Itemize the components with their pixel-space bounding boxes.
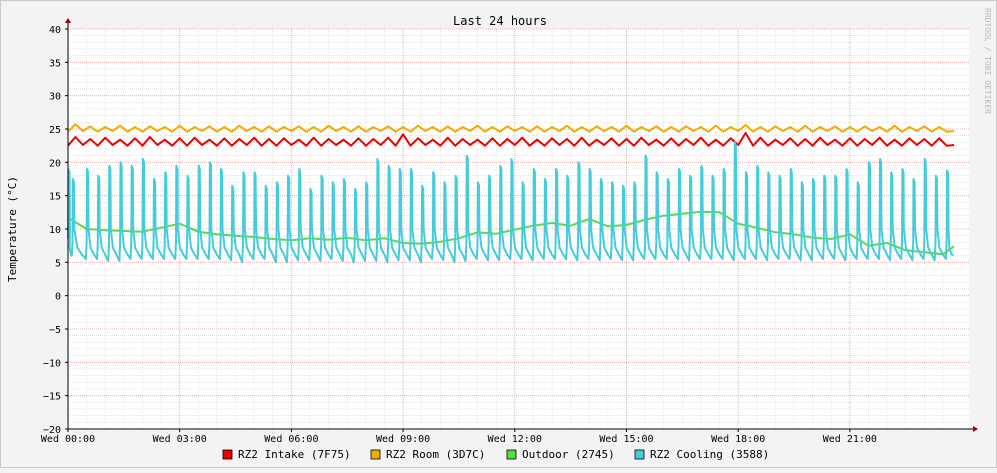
- legend-swatch: [222, 449, 233, 460]
- y-tick-label: 20: [49, 158, 61, 169]
- x-tick-label: Wed 03:00: [153, 434, 207, 445]
- y-tick-label: 35: [49, 58, 61, 69]
- x-tick-label: Wed 09:00: [376, 434, 430, 445]
- x-tick-label: Wed 18:00: [711, 434, 765, 445]
- legend-label: RZ2 Room (3D7C): [386, 448, 485, 461]
- x-tick-labels: Wed 00:00 Wed 03:00 Wed 06:00 Wed 09:00 Wed …: [41, 434, 877, 445]
- y-tick-label: −5: [49, 325, 61, 336]
- chart-title: Last 24 hours: [453, 14, 547, 28]
- legend-label: RZ2 Cooling (3588): [650, 448, 769, 461]
- x-tick-label: Wed 00:00: [41, 434, 95, 445]
- watermark: RRDTOOL / TOBI OETIKER: [983, 8, 992, 114]
- legend: RZ2 Intake (7F75) RZ2 Room (3D7C) Outdoor …: [222, 448, 769, 461]
- y-tick-label: 25: [49, 125, 61, 136]
- series-line-1: [67, 132, 955, 147]
- y-axis-arrow: [65, 18, 71, 23]
- x-tick-label: Wed 06:00: [264, 434, 318, 445]
- x-tick-label: Wed 15:00: [599, 434, 653, 445]
- y-axis-label: Temperature (°C): [6, 176, 19, 282]
- series-line-4: [67, 141, 954, 264]
- axes: [65, 18, 978, 432]
- x-tick-label: Wed 12:00: [488, 434, 542, 445]
- y-tick-label: −15: [43, 392, 61, 403]
- legend-swatch: [506, 449, 517, 460]
- series-layer: [67, 123, 955, 264]
- legend-swatch: [634, 449, 645, 460]
- legend-label: RZ2 Intake (7F75): [238, 448, 351, 461]
- legend-swatch: [370, 449, 381, 460]
- y-tick-label: 0: [55, 292, 61, 303]
- y-tick-labels: 40 35 30 25 20 15 10 5 0 −5 −10 −15 −20: [43, 25, 61, 436]
- legend-label: Outdoor (2745): [522, 448, 615, 461]
- y-tick-label: 10: [49, 225, 61, 236]
- series-line-2: [67, 123, 955, 133]
- x-axis-arrow: [973, 426, 978, 432]
- y-tick-label: 5: [55, 258, 61, 269]
- y-tick-label: −20: [43, 425, 61, 436]
- y-tick-label: 40: [49, 25, 61, 36]
- x-tick-label: Wed 21:00: [823, 434, 877, 445]
- y-tick-label: −10: [43, 358, 61, 369]
- y-tick-label: 15: [49, 192, 61, 203]
- y-tick-label: 30: [49, 92, 61, 103]
